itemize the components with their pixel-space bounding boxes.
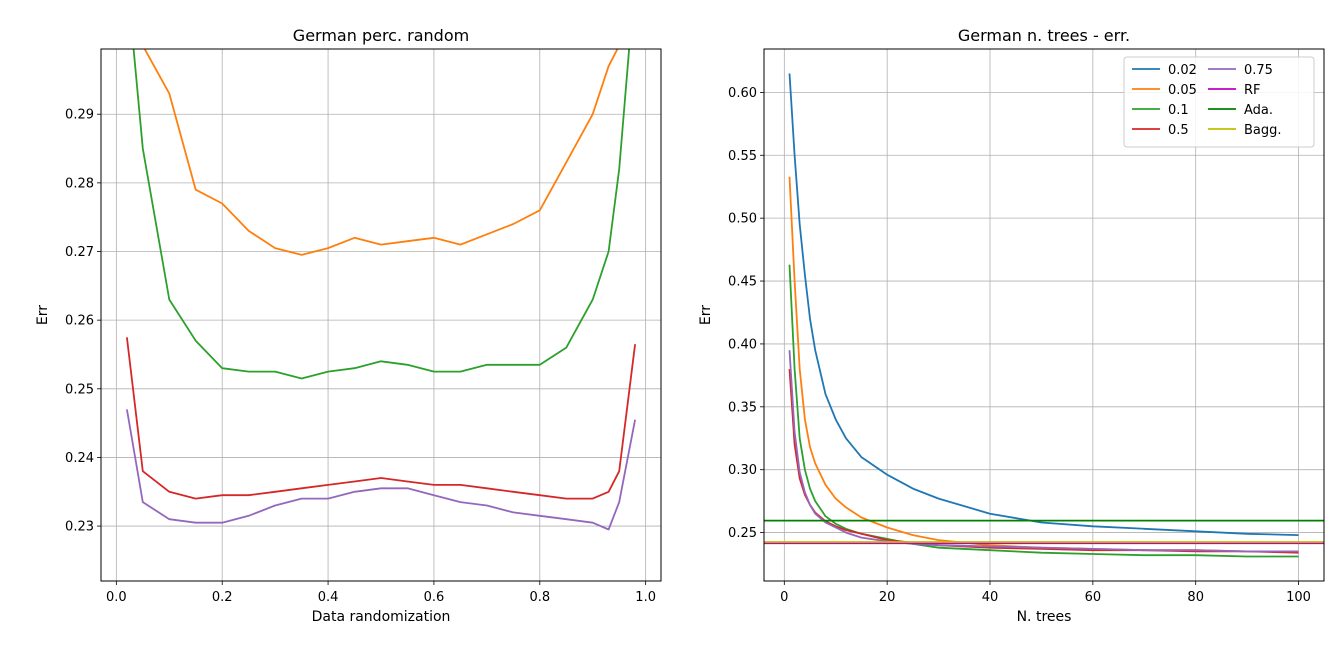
legend-label: Bagg.: [1244, 123, 1282, 138]
x-tick-label: 0.4: [318, 590, 339, 605]
legend-label: 0.1: [1168, 103, 1189, 118]
legend-label: RF: [1244, 83, 1261, 98]
legend-box: [1123, 56, 1315, 148]
y-axis-label: Err: [35, 305, 51, 325]
x-tick-label: 1.0: [635, 590, 656, 605]
chart-title: German perc. random: [293, 26, 469, 45]
y-tick-label: 0.55: [728, 149, 757, 164]
y-tick-label: 0.60: [728, 86, 757, 101]
legend-label: 0.02: [1168, 63, 1197, 78]
series-line-9467bd: [126, 409, 636, 531]
legend-label: Ada.: [1244, 103, 1273, 118]
y-tick-label: 0.23: [65, 520, 94, 535]
x-tick-label: 0.8: [529, 590, 550, 605]
x-tick-label: 40: [982, 590, 999, 605]
chart-n-trees-err: 0 20 40 60 80 100 0.25 0.30 0.35 0.40 0.45 0.50 0.55…: [698, 26, 1325, 625]
legend-label: 0.05: [1168, 83, 1197, 98]
series-line-2ca02c: [132, 49, 631, 380]
x-tick-label: 20: [879, 590, 896, 605]
chart-title: German n. trees - err.: [958, 26, 1130, 45]
y-tick-label: 0.25: [65, 382, 94, 397]
series-lines: [764, 73, 1324, 558]
y-tick-label: 0.25: [728, 526, 757, 541]
x-tick-label: 80: [1187, 590, 1204, 605]
tick-marks: 0.0 0.2 0.4 0.6 0.8 1.0 0.23 0.24 0.25 0.26 0.27 0.…: [65, 108, 656, 605]
x-tick-label: 100: [1286, 590, 1311, 605]
legend-label: 0.5: [1168, 123, 1189, 138]
series-line-ff7f0e: [143, 49, 619, 256]
grid-lines: [101, 49, 661, 581]
y-tick-label: 0.29: [65, 108, 94, 123]
series-line-d62728: [126, 337, 636, 500]
series-line-0-75: [788, 350, 1299, 553]
x-axis-label: Data randomization: [312, 609, 451, 625]
y-tick-label: 0.30: [728, 463, 757, 478]
plot-frame: [763, 48, 1325, 582]
y-tick-label: 0.27: [65, 245, 94, 260]
y-tick-label: 0.24: [65, 451, 94, 466]
series-line-0-02: [788, 73, 1299, 536]
y-tick-label: 0.45: [728, 275, 757, 290]
tick-marks: 0 20 40 60 80 100 0.25 0.30 0.35 0.40 0.45 0.50 0.55…: [728, 86, 1311, 605]
x-tick-label: 0: [780, 590, 788, 605]
grid-lines: [764, 49, 1324, 581]
legend-label: 0.75: [1244, 63, 1273, 78]
chart-perc-random: 0.0 0.2 0.4 0.6 0.8 1.0 0.23 0.24 0.25 0.26 0.27 0.…: [35, 26, 662, 625]
x-tick-label: 0.6: [424, 590, 445, 605]
x-axis-label: N. trees: [1017, 609, 1072, 625]
plot-frame: [100, 48, 662, 582]
y-tick-label: 0.28: [65, 176, 94, 191]
x-tick-label: 0.0: [106, 590, 127, 605]
series-lines: [126, 49, 636, 531]
y-tick-label: 0.26: [65, 314, 94, 329]
y-tick-label: 0.35: [728, 400, 757, 415]
x-tick-label: 0.2: [212, 590, 233, 605]
y-tick-label: 0.50: [728, 212, 757, 227]
y-tick-label: 0.40: [728, 337, 757, 352]
legend: 0.02 0.05 0.1 0.5 0.75 RF Ada. Bagg.: [1123, 56, 1315, 148]
series-line-0-05: [788, 176, 1299, 553]
x-tick-label: 60: [1085, 590, 1102, 605]
y-axis-label: Err: [698, 305, 714, 325]
series-line-0-1: [788, 264, 1299, 558]
